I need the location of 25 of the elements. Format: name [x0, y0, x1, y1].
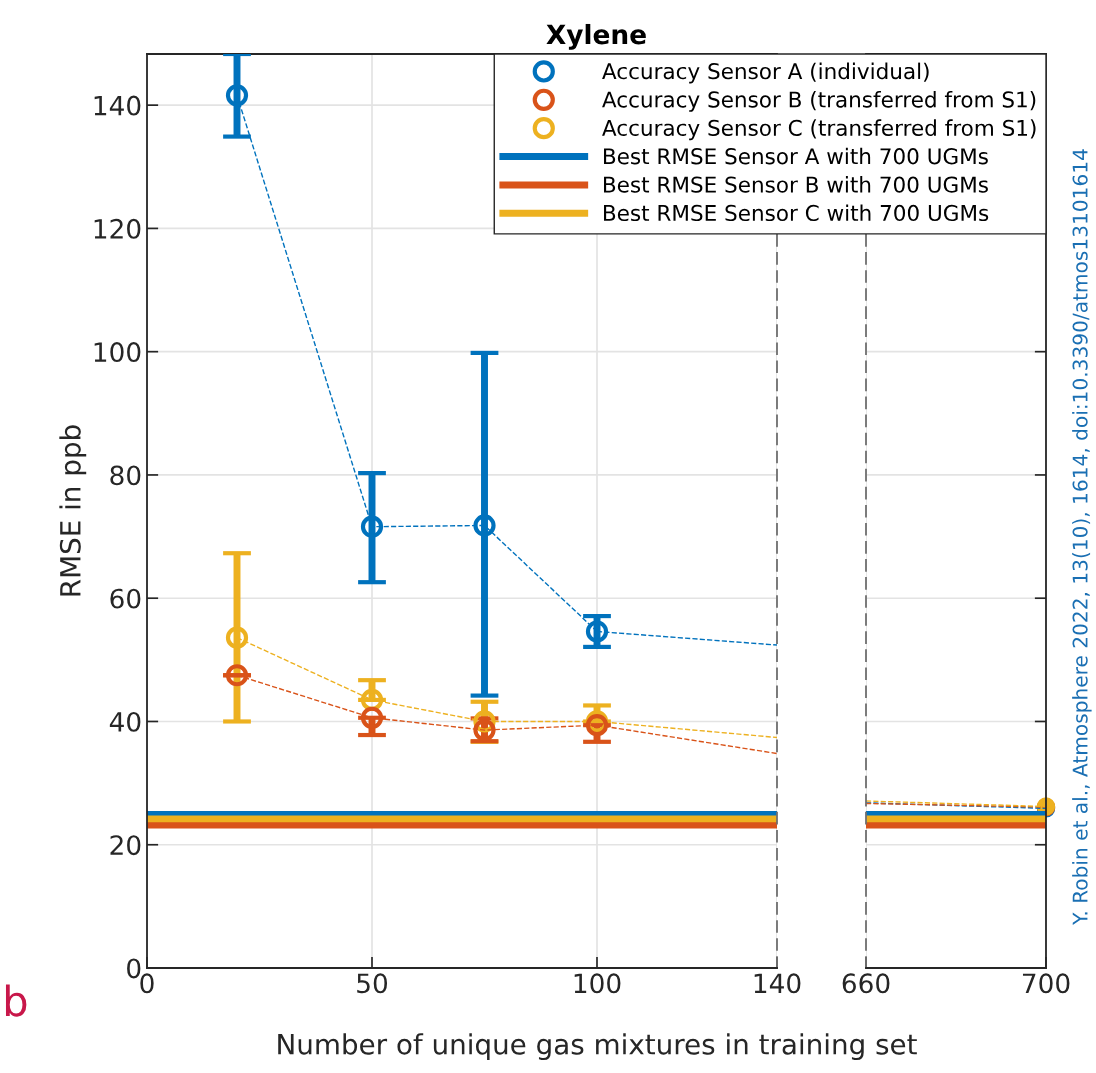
- text: b: [5, 984, 27, 1017]
- y-tick-label: 60: [110, 588, 141, 609]
- x-tick-label: 140: [754, 973, 801, 994]
- x-tick-label: 100: [574, 973, 621, 994]
- y-tick-label: 120: [94, 218, 141, 239]
- x-tick-label: 50: [357, 973, 388, 994]
- legend-label: Best RMSE Sensor A with 700 UGMs: [604, 147, 988, 165]
- legend-label: Best RMSE Sensor B with 700 UGMs: [604, 176, 988, 193]
- x-axis-title: Number of unique gas mixtures in training set: [278, 1033, 917, 1061]
- legend-label: Accuracy Sensor C (transferred from S1): [602, 119, 1036, 141]
- y-axis-title: RMSE in ppb: [59, 425, 87, 596]
- y-tick-label: 100: [94, 342, 141, 363]
- x-tick-label: 700: [1022, 973, 1070, 994]
- x-tick-label: 660: [842, 973, 890, 994]
- y-tick-label: 80: [110, 465, 141, 486]
- x-tick-label: 0: [140, 973, 154, 994]
- y-tick-label: 0: [127, 958, 141, 979]
- y-tick-label: 40: [109, 711, 141, 732]
- y-tick-label: 140: [94, 95, 141, 116]
- legend-label: Accuracy Sensor A (individual): [602, 62, 929, 84]
- y-tick-label: 20: [110, 835, 141, 856]
- text: Y. Robin et al., Atmosphere 2022, 13(10), 1614, doi:10.3390/atmos13101614: [1072, 149, 1092, 925]
- legend-label: Accuracy Sensor B (transferred from S1): [602, 90, 1036, 112]
- legend-label: Best RMSE Sensor C with 700 UGMs: [604, 204, 989, 222]
- chart-title: Xylene: [546, 23, 646, 50]
